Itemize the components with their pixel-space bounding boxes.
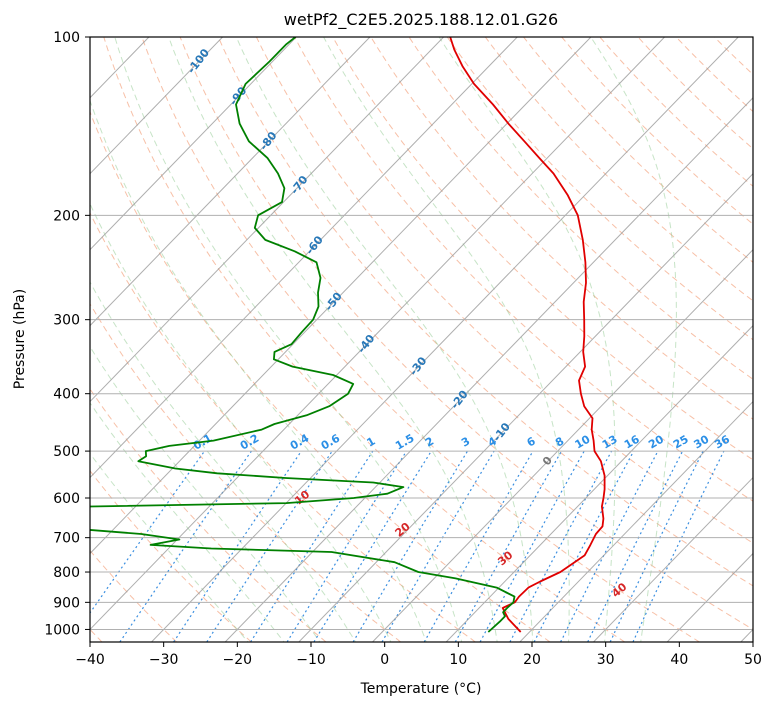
dry-adiabat xyxy=(90,211,476,642)
mixing-ratio-line xyxy=(509,450,613,642)
mixing-ratio-line xyxy=(90,450,205,614)
x-tick-label: 20 xyxy=(523,652,541,668)
x-tick-label: −40 xyxy=(75,652,105,668)
mixing-ratio-line xyxy=(609,450,704,642)
isotherm xyxy=(90,37,592,555)
isobars xyxy=(90,37,753,630)
mixing-ratio-line xyxy=(286,450,408,642)
moist-adiabat xyxy=(235,37,534,642)
y-tick-label: 900 xyxy=(53,595,80,611)
mixing-ratio-line xyxy=(587,450,684,642)
mixing-ratio-line xyxy=(313,450,432,642)
y-tick-label: 500 xyxy=(53,444,80,460)
moist-adiabat xyxy=(323,37,570,642)
isotherms xyxy=(90,37,753,642)
dry-adiabat xyxy=(370,37,753,420)
dry-adiabat xyxy=(255,37,753,544)
moist-adiabat xyxy=(114,37,463,642)
dry-adiabat xyxy=(90,388,327,642)
y-axis-ticks: 100 200 300 400 500 600 700 800 900 1000 xyxy=(44,30,90,638)
moist-adiabat xyxy=(90,452,249,642)
data-series xyxy=(90,37,606,633)
isotherm xyxy=(445,324,753,642)
x-tick-label: −10 xyxy=(296,652,326,668)
isotherm xyxy=(224,97,753,642)
y-tick-label: 600 xyxy=(53,491,80,507)
dry-adiabat xyxy=(90,302,401,642)
dry-adiabat xyxy=(217,37,753,587)
moist-adiabats xyxy=(90,37,677,642)
x-axis-ticks: −40 −30 −20 −10 0 10 20 30 40 50 xyxy=(75,642,762,668)
x-tick-label: 0 xyxy=(380,652,389,668)
isotherm xyxy=(90,37,223,175)
isotherm xyxy=(90,37,297,251)
x-tick-label: −30 xyxy=(149,652,179,668)
mixing-ratio-line xyxy=(479,450,585,642)
temperature-profile-line xyxy=(449,37,606,633)
isotherm xyxy=(90,37,371,327)
dry-adiabat xyxy=(522,37,753,263)
moist-adiabat xyxy=(590,37,677,642)
y-tick-label: 300 xyxy=(53,313,80,329)
dry-adiabat xyxy=(90,549,177,642)
y-tick-label: 800 xyxy=(53,565,80,581)
moist-adiabat xyxy=(90,99,427,642)
moist-adiabat xyxy=(90,281,357,642)
dewpoint-profile-line xyxy=(90,37,516,633)
dry-adiabat xyxy=(484,37,753,302)
x-tick-label: 30 xyxy=(597,652,615,668)
y-axis-title: Pressure (hPa) xyxy=(12,289,28,389)
mixing-ratio-line xyxy=(250,450,374,642)
dry-adiabat xyxy=(90,469,252,642)
y-tick-label: 200 xyxy=(53,208,80,224)
x-axis-title: Temperature (°C) xyxy=(360,681,482,697)
x-tick-label: 40 xyxy=(670,652,688,668)
y-tick-label: 700 xyxy=(53,531,80,547)
mixing-ratio-line xyxy=(533,450,635,642)
moist-adiabat xyxy=(168,37,498,642)
plot-frame xyxy=(89,36,754,643)
dry-adiabat xyxy=(103,37,626,642)
isotherm xyxy=(90,37,518,479)
isotherm xyxy=(372,248,753,642)
isotherm xyxy=(90,37,444,403)
isotherm xyxy=(90,37,665,631)
dry-adiabat xyxy=(294,37,753,502)
dry-adiabat xyxy=(332,37,753,461)
y-tick-label: 1000 xyxy=(44,622,80,638)
isotherm xyxy=(298,173,753,642)
dry-adiabat xyxy=(90,110,551,642)
mixing-ratio-lines xyxy=(90,450,725,642)
mixing-ratio-line xyxy=(381,450,495,642)
moist-adiabat xyxy=(438,37,616,642)
y-tick-label: 400 xyxy=(53,387,80,403)
mixing-ratio-line xyxy=(454,450,563,642)
isotherm xyxy=(151,37,739,642)
moist-adiabat xyxy=(90,402,285,642)
moist-adiabat xyxy=(90,345,321,642)
isotherm xyxy=(519,400,753,642)
mixing-ratio-line xyxy=(560,450,659,642)
isotherm xyxy=(593,476,753,642)
dry-adiabat xyxy=(141,37,700,642)
mixing-ratio-line xyxy=(206,450,333,642)
dry-adiabats xyxy=(90,37,753,642)
plot-area: 0.1 0.2 0.4 0.6 1 1.5 2 3 4 6 8 10 13 16 20 25 30 36-100-… xyxy=(90,37,753,642)
x-tick-label: 10 xyxy=(449,652,467,668)
x-tick-label: −20 xyxy=(223,652,253,668)
chart-title: wetPf2_C2E5.2025.188.12.01.G26 xyxy=(284,10,558,30)
mixing-ratio-line xyxy=(423,450,534,642)
y-tick-label: 100 xyxy=(53,30,80,46)
x-tick-label: 50 xyxy=(744,652,762,668)
